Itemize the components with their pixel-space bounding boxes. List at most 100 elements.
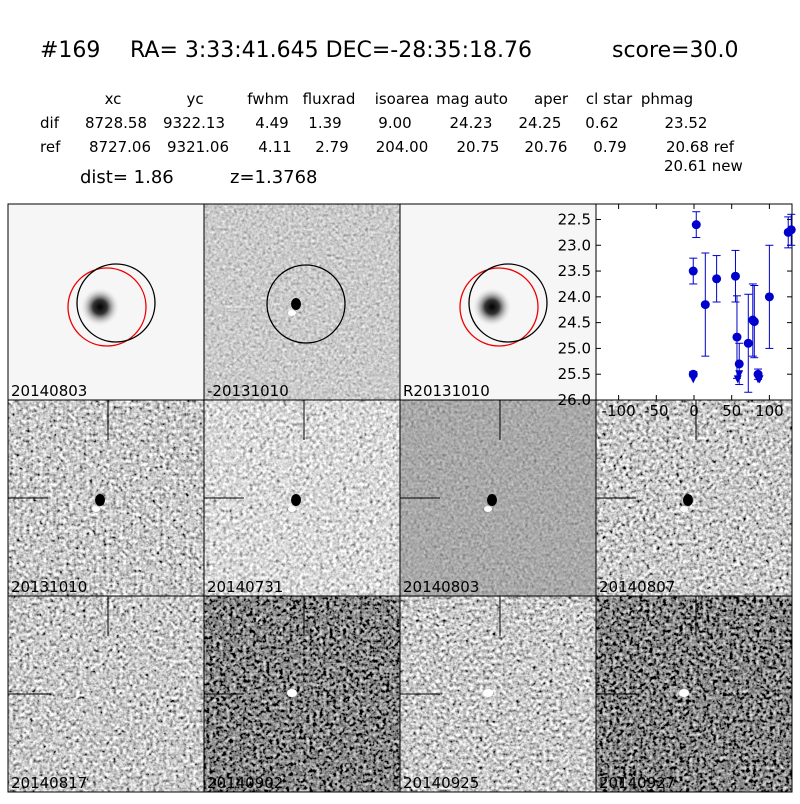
column-header: fluxrad	[303, 90, 356, 108]
column-header: fwhm	[247, 90, 288, 108]
point	[688, 266, 698, 276]
cell: 23.52	[665, 114, 708, 132]
cell: 0.79	[593, 138, 626, 156]
stamp	[8, 204, 204, 400]
stamp-label: R20131010	[403, 382, 490, 400]
dipole-dark	[95, 494, 105, 506]
source	[80, 287, 120, 327]
stamp	[596, 400, 792, 596]
point	[691, 220, 701, 230]
stamp-label: 20140817	[11, 774, 87, 792]
dipole-light	[680, 506, 688, 512]
dipole-light	[288, 310, 296, 316]
stamp	[8, 596, 204, 792]
y-tick-label: 26.0	[558, 391, 591, 409]
point	[700, 300, 710, 310]
upper-limit	[755, 375, 764, 384]
phmag-new: 20.61 new	[664, 157, 743, 175]
cell: 0.62	[585, 114, 618, 132]
point	[743, 338, 753, 348]
aperture-red	[67, 267, 147, 347]
upper-limit	[689, 375, 698, 384]
x-tick-label: -100	[602, 402, 636, 420]
y-tick-label: 23.0	[558, 236, 591, 254]
y-tick-label: 23.5	[558, 262, 591, 280]
y-tick-label: 24.5	[558, 314, 591, 332]
upper-limit	[735, 370, 744, 379]
x-tick-label: 100	[755, 402, 784, 420]
stamp-label: -20131010	[207, 382, 289, 400]
point	[786, 225, 796, 235]
column-header: isoarea	[375, 90, 430, 108]
y-tick-label: 22.5	[558, 210, 591, 228]
cell: 204.00	[376, 138, 429, 156]
stamp-label: 20140803	[403, 578, 479, 596]
stamp	[204, 400, 400, 596]
cell: 20.68 ref	[666, 138, 735, 156]
stamp-label: 20140925	[403, 774, 479, 792]
aperture-black	[468, 263, 548, 343]
cell: 20.76	[525, 138, 568, 156]
dipole-dark	[291, 494, 301, 506]
cell: 9322.13	[163, 114, 225, 132]
coordinates: RA= 3:33:41.645 DEC=-28:35:18.76	[130, 38, 532, 63]
stamp-label: 20140902	[207, 774, 283, 792]
candidate-id: #169	[40, 38, 100, 63]
dist: dist= 1.86	[80, 167, 174, 188]
point	[764, 292, 774, 302]
y-tick-label: 24.0	[558, 288, 591, 306]
column-header: phmag	[641, 90, 693, 108]
x-tick-label: 50	[722, 402, 741, 420]
source	[472, 287, 512, 327]
dipole-light	[92, 506, 100, 512]
column-header: mag auto	[436, 90, 508, 108]
point	[712, 274, 722, 284]
cell: 8727.06	[89, 138, 151, 156]
dipole-dark	[291, 298, 301, 310]
plot-area	[595, 203, 793, 401]
aperture-black	[266, 264, 346, 344]
stamp	[596, 596, 792, 792]
cell: 4.49	[255, 114, 288, 132]
stamp	[400, 596, 596, 792]
stamp	[204, 204, 400, 400]
stamp-frame	[595, 595, 793, 793]
row-label: ref	[40, 138, 61, 156]
cell: 9321.06	[167, 138, 229, 156]
score: score=30.0	[612, 38, 739, 63]
x-tick-label: 0	[689, 402, 699, 420]
cell: 4.11	[258, 138, 291, 156]
y-tick-label: 25.0	[558, 339, 591, 357]
dipole-light	[484, 506, 492, 512]
x-tick-label: -50	[644, 402, 669, 420]
stamp	[400, 204, 596, 400]
stamp-label: 20140807	[599, 578, 675, 596]
dipole-dark	[683, 494, 693, 506]
column-header: aper	[534, 90, 569, 108]
stamp-label: 20140803	[11, 382, 87, 400]
cell: 20.75	[457, 138, 500, 156]
column-header: xc	[105, 90, 122, 108]
column-header: yc	[186, 90, 203, 108]
stamp-label: 20140731	[207, 578, 283, 596]
stamp-label: 20131010	[11, 578, 87, 596]
dipole-light	[483, 689, 493, 697]
dipole-light	[287, 689, 297, 697]
cell: 24.23	[450, 114, 493, 132]
cell: 2.79	[315, 138, 348, 156]
stamp-label: 20140927	[599, 774, 675, 792]
stamp	[8, 400, 204, 596]
y-tick-label: 25.5	[558, 365, 591, 383]
column-header: cl star	[586, 90, 633, 108]
point	[730, 271, 740, 281]
aperture-red	[459, 267, 539, 347]
dipole-light	[288, 506, 296, 512]
redshift: z=1.3768	[230, 167, 318, 188]
point	[732, 332, 742, 342]
cell: 9.00	[378, 114, 411, 132]
row-label: dif	[40, 114, 60, 132]
upper-limit	[733, 375, 742, 384]
cell: 1.39	[308, 114, 341, 132]
point	[749, 317, 759, 327]
